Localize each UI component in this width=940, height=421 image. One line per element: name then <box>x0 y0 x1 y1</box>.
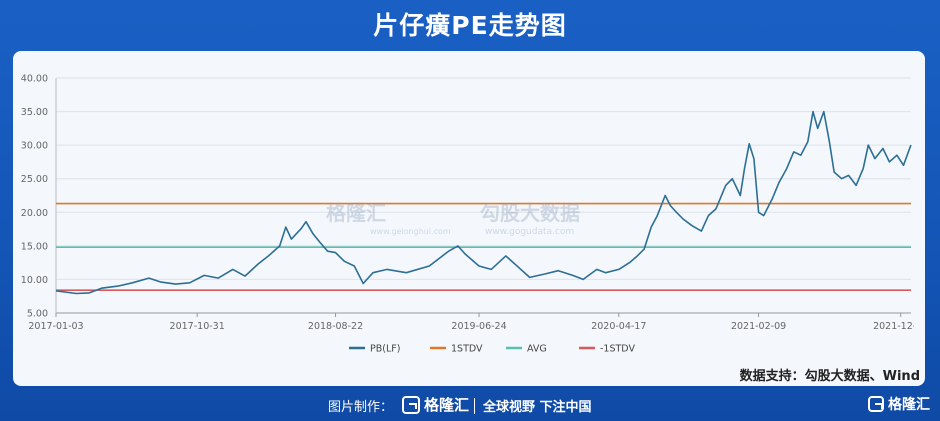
y-tick-label: 40.00 <box>21 74 48 85</box>
watermark-brand-2: 勾股大数据 <box>480 201 580 225</box>
y-tick-label: 10.00 <box>21 275 48 286</box>
watermark-url: www.gelonghui.com <box>370 227 451 236</box>
x-tick-label: 2017-01-03 <box>28 321 83 332</box>
x-tick-label: 2018-08-22 <box>308 321 363 332</box>
series-line-pb-lf <box>55 110 912 295</box>
footer-slogan: 全球视野 下注中国 <box>483 400 592 415</box>
watermark-brand: 格隆汇 <box>326 197 386 226</box>
y-tick-label: 25.00 <box>21 174 48 185</box>
footer-brand: 格隆汇 <box>868 394 930 414</box>
footer-brand-text: 格隆汇 <box>888 397 930 413</box>
y-tick-label: 30.00 <box>21 141 48 152</box>
footer-divider <box>474 398 475 414</box>
x-tick-label: 2019-06-24 <box>451 321 506 332</box>
legend-label: AVG <box>527 344 547 355</box>
legend-label: -1STDV <box>600 344 635 355</box>
y-tick-label: 35.00 <box>21 107 48 118</box>
x-tick-label: 2021-12-09 <box>873 321 914 332</box>
logo-icon <box>402 395 420 414</box>
footer-logo-text: 格隆汇 <box>424 396 470 414</box>
legend-label: 1STDV <box>451 344 483 355</box>
x-tick-label: 2017-10-31 <box>170 321 225 332</box>
y-tick-label: 15.00 <box>21 241 48 252</box>
watermark-url-2: www.gogudata.com <box>485 227 575 237</box>
data-source: 数据支持：勾股大数据、Wind <box>739 369 920 384</box>
pe-line-chart: 5.00 10.00 15.00 20.00 25.00 30.00 35.00 40.00 2… <box>21 74 914 355</box>
legend-label: PB(LF) <box>370 344 400 355</box>
footer-made-by: 图片制作： <box>328 400 394 415</box>
chart-card <box>13 51 925 386</box>
page-title: 片仔癀PE走势图 <box>373 11 567 40</box>
y-tick-label: 20.00 <box>21 208 48 219</box>
watermark-brand-text: 格隆汇 <box>326 201 386 225</box>
x-tick-label: 2020-04-17 <box>591 321 646 332</box>
footer: 图片制作： 格隆汇 全球视野 下注中国 格隆汇 <box>0 393 940 421</box>
y-tick-label: 5.00 <box>27 309 48 320</box>
brand-logo-icon <box>868 396 884 412</box>
x-tick-label: 2021-02-09 <box>731 321 786 332</box>
footer-logo: 格隆汇 <box>402 394 469 415</box>
